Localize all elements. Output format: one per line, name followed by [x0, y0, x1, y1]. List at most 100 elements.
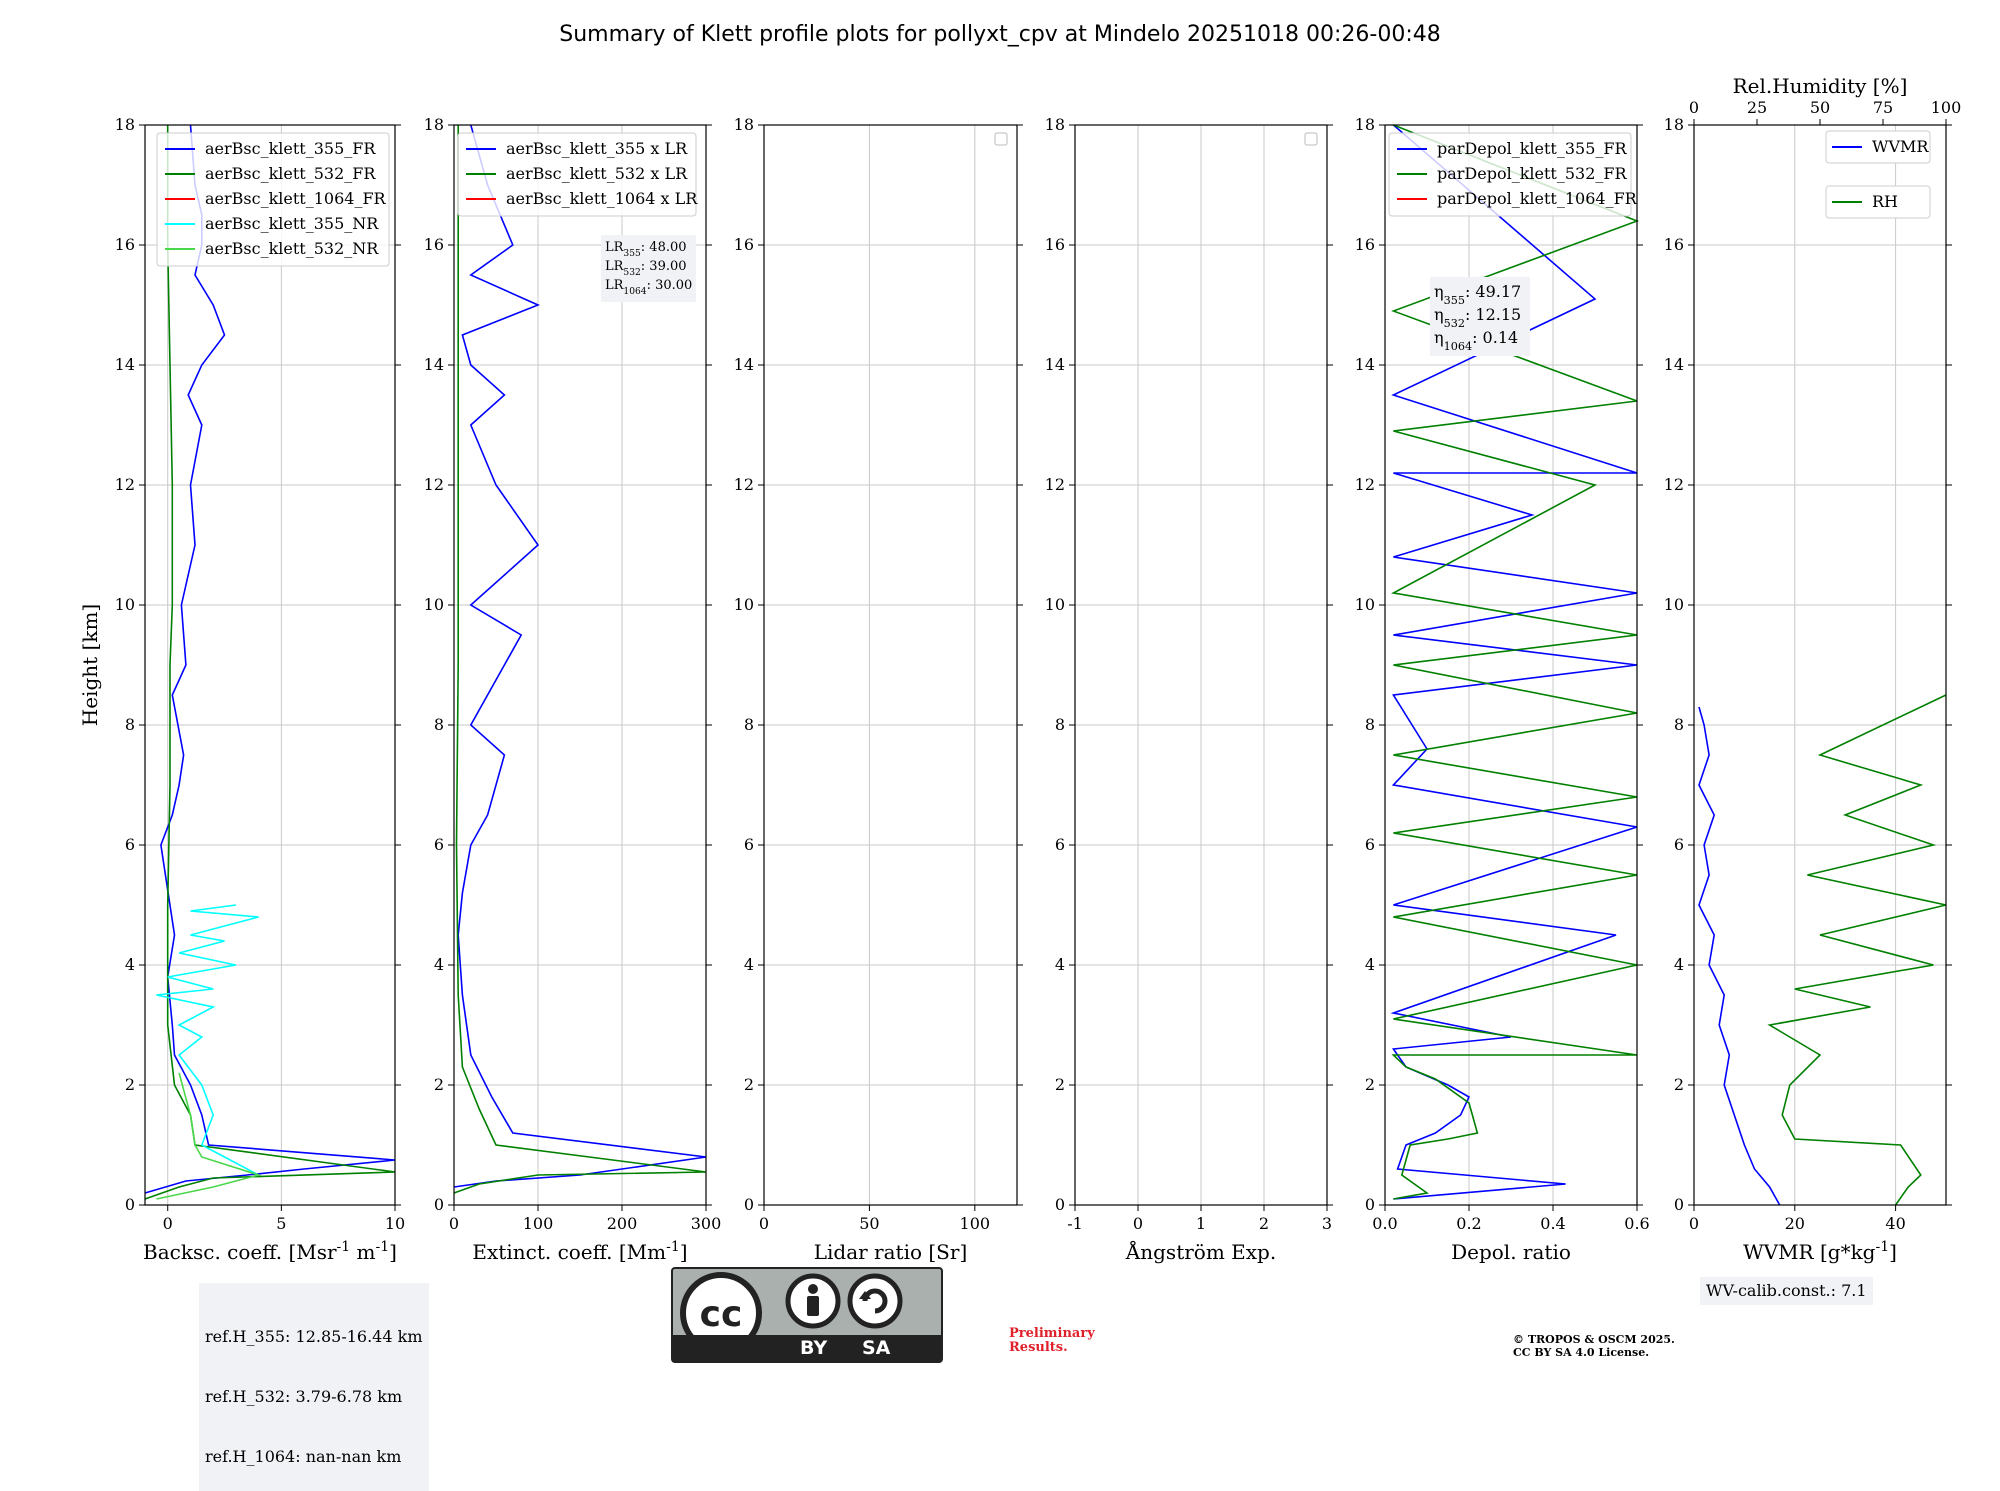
x-tick-label: 0: [1689, 1214, 1699, 1233]
annotation-text: LR1064: 30.00: [605, 278, 692, 297]
axes-frame: [763, 124, 1018, 1206]
y-tick-label: 0: [744, 1195, 754, 1214]
legend-box: [1388, 132, 1632, 217]
x-tick-label: 10: [385, 1214, 405, 1233]
x-tick-label: 100: [523, 1214, 554, 1233]
y-tick-label: 10: [1355, 595, 1375, 614]
x-tick-label: 0.4: [1540, 1214, 1565, 1233]
x-axis-label: Ångström Exp.: [1125, 1239, 1276, 1264]
x-tick-label: 0.6: [1624, 1214, 1649, 1233]
y-tick-label: 2: [1055, 1075, 1065, 1094]
y-tick-label: 2: [744, 1075, 754, 1094]
y-tick-label: 8: [1365, 715, 1375, 734]
y-tick-label: 4: [744, 955, 754, 974]
axes-frame: [144, 124, 396, 1206]
series-line-aerBsc_klett_355 x LR: [453, 124, 707, 1188]
x-axis-label: WVMR [g*kg-1]: [1743, 1239, 1897, 1264]
y-tick-label: 18: [1664, 115, 1684, 134]
y-tick-label: 6: [125, 835, 135, 854]
top-x-tick-label: 50: [1810, 98, 1830, 117]
legend-entry: WVMR: [1872, 137, 1929, 156]
legend-entry: parDepol_klett_355_FR: [1437, 139, 1628, 158]
legend-entry: aerBsc_klett_1064_FR: [205, 189, 387, 208]
preliminary-note: Preliminary Results.: [1009, 1326, 1095, 1355]
y-tick-label: 4: [125, 955, 135, 974]
series-line-parDepol_klett_355_FR: [1390, 124, 1638, 1200]
y-tick-label: 10: [1045, 595, 1065, 614]
legend-entry: parDepol_klett_1064_FR: [1437, 189, 1638, 208]
y-tick-label: 4: [1365, 955, 1375, 974]
panel-5: 0.0 0.2 0.4 0.6 0 2 4 6 8 10 12 14 16 18 Depol. ratio p…: [1355, 115, 1650, 1264]
x-tick-label: 5: [276, 1214, 286, 1233]
empty-legend-box: [1304, 132, 1318, 146]
y-tick-label: 14: [734, 355, 754, 374]
y-tick-label: 12: [115, 475, 135, 494]
y-tick-label: 8: [744, 715, 754, 734]
sa-share-icon: [847, 1273, 903, 1329]
x-tick-label: 200: [607, 1214, 638, 1233]
y-tick-label: 10: [734, 595, 754, 614]
y-tick-label: 10: [1664, 595, 1684, 614]
y-tick-label: 18: [115, 115, 135, 134]
series-line-aerBsc_klett_532_FR: [144, 125, 396, 1200]
wv-calib-box: WV-calib.const.: 7.1: [1700, 1277, 1873, 1305]
top-x-tick-label: 0: [1689, 98, 1699, 117]
y-tick-label: 12: [734, 475, 754, 494]
y-tick-label: 16: [424, 235, 444, 254]
annotation-text: η1064: 0.14: [1434, 328, 1518, 353]
x-tick-label: 0: [759, 1214, 769, 1233]
y-tick-label: 10: [424, 595, 444, 614]
top-x-tick-label: 25: [1747, 98, 1767, 117]
series-line-aerBsc_klett_532 x LR: [453, 125, 707, 1194]
y-tick-label: 12: [424, 475, 444, 494]
figure-title: Summary of Klett profile plots for polly…: [559, 22, 1441, 47]
y-tick-label: 18: [734, 115, 754, 134]
y-tick-label: 2: [434, 1075, 444, 1094]
x-tick-label: -1: [1067, 1214, 1083, 1233]
y-tick-label: 6: [1674, 835, 1684, 854]
panel-3: 0 50 100 0 2 4 6 8 10 12 14 16 18 Lidar ratio [Sr]: [734, 115, 1023, 1264]
x-tick-label: 300: [691, 1214, 722, 1233]
x-tick-label: 20: [1785, 1214, 1805, 1233]
x-tick-label: 0: [1133, 1214, 1143, 1233]
legend-entry: aerBsc_klett_1064 x LR: [506, 189, 698, 208]
y-tick-label: 16: [1355, 235, 1375, 254]
annotation-text: LR532: 39.00: [605, 259, 687, 278]
y-tick-label: 8: [1674, 715, 1684, 734]
y-tick-label: 16: [1045, 235, 1065, 254]
x-axis-label: Lidar ratio [Sr]: [814, 1240, 968, 1264]
legend-entry: parDepol_klett_532_FR: [1437, 164, 1628, 183]
y-tick-label: 4: [1674, 955, 1684, 974]
y-tick-label: 14: [1664, 355, 1684, 374]
y-tick-label: 16: [734, 235, 754, 254]
y-tick-label: 2: [125, 1075, 135, 1094]
y-tick-label: 16: [1664, 235, 1684, 254]
secondary-x-axis-label: Rel.Humidity [%]: [1733, 74, 1908, 98]
ref-height-355: ref.H_355: 12.85-16.44 km: [205, 1327, 423, 1346]
series-line-aerBsc_klett_532_NR: [156, 1072, 262, 1200]
series-line-aerBsc_klett_355_FR: [144, 124, 396, 1194]
y-tick-label: 14: [1355, 355, 1375, 374]
panel-1: 0 5 10 0 2 4 6 8 10 12 14 16 18 Backsc. coeff. [Msr-1…: [78, 115, 405, 1264]
x-tick-label: 0: [449, 1214, 459, 1233]
y-tick-label: 8: [125, 715, 135, 734]
copyright-note: © TROPOS & OSCM 2025. CC BY SA 4.0 Licen…: [1513, 1333, 1675, 1359]
y-tick-label: 18: [424, 115, 444, 134]
x-axis-label: Extinct. coeff. [Mm-1]: [472, 1239, 687, 1264]
empty-legend-box: [994, 132, 1008, 146]
annotation-box: [1430, 277, 1530, 356]
y-tick-label: 18: [1045, 115, 1065, 134]
y-tick-label: 6: [1365, 835, 1375, 854]
by-label: BY: [800, 1337, 828, 1359]
x-tick-label: 0: [163, 1214, 173, 1233]
y-tick-label: 0: [1674, 1195, 1684, 1214]
legend-entry: aerBsc_klett_532_FR: [205, 164, 376, 183]
y-tick-label: 18: [1355, 115, 1375, 134]
y-tick-label: 10: [115, 595, 135, 614]
x-tick-label: 100: [960, 1214, 991, 1233]
annotation-text: LR355: 48.00: [605, 240, 687, 259]
y-tick-label: 2: [1674, 1075, 1684, 1094]
legend-entry: aerBsc_klett_532_NR: [205, 239, 379, 258]
legend-box: [156, 132, 390, 267]
